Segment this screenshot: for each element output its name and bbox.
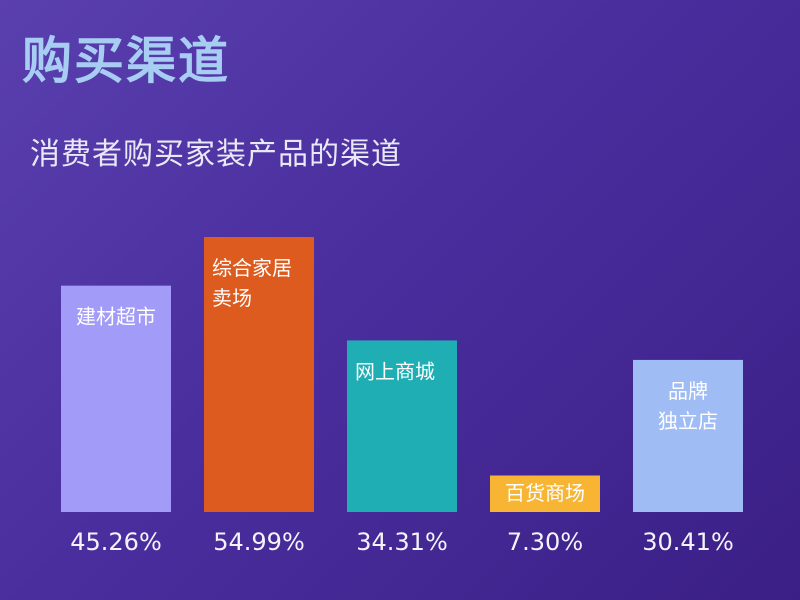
value-label-3: 34.31% bbox=[356, 528, 448, 556]
bar-2 bbox=[204, 237, 314, 512]
value-label-4: 7.30% bbox=[507, 528, 583, 556]
value-label-2: 54.99% bbox=[213, 528, 305, 556]
bar-label-5: 品牌独立店 bbox=[658, 379, 718, 433]
bar-label-4: 百货商场 bbox=[505, 481, 585, 505]
value-label-5: 30.41% bbox=[642, 528, 734, 556]
bar-label-3: 网上商城 bbox=[355, 359, 435, 383]
page-subtitle: 消费者购买家装产品的渠道 bbox=[30, 137, 402, 172]
bar-5 bbox=[633, 359, 743, 512]
page-title: 购买渠道 bbox=[22, 32, 230, 90]
bar-4 bbox=[490, 475, 600, 512]
bar-1 bbox=[61, 285, 171, 512]
bar-label-1: 建材超市 bbox=[76, 305, 156, 329]
bar-3 bbox=[347, 340, 457, 512]
bar-label-2: 综合家居卖场 bbox=[212, 256, 292, 310]
value-label-1: 45.26% bbox=[70, 528, 162, 556]
